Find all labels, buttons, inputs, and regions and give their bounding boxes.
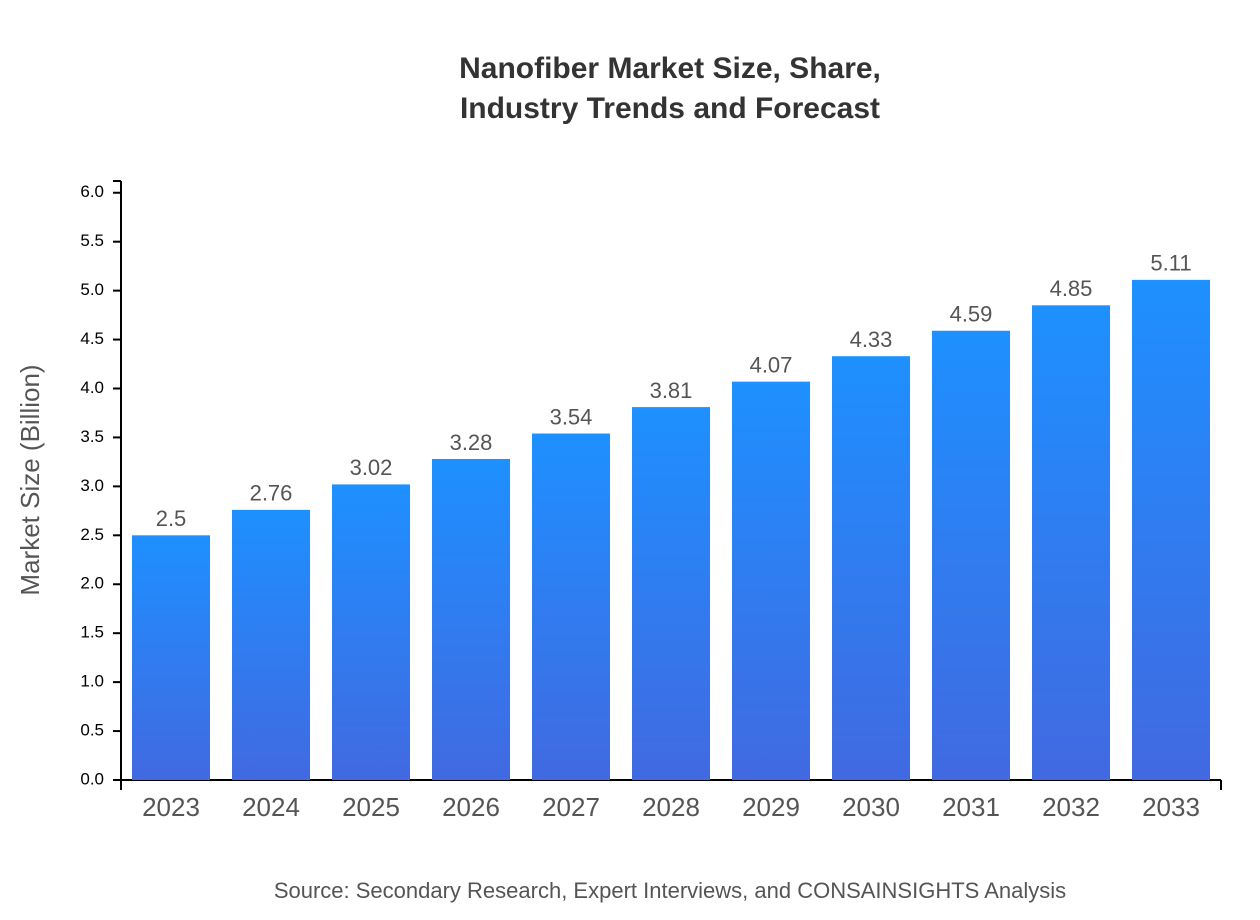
y-tick-label: 2.5 [80,525,104,544]
x-tick-label: 2030 [842,792,900,822]
y-axis-label: Market Size (Billion) [15,364,45,595]
y-tick-label: 4.5 [80,329,104,348]
y-tick-label: 3.5 [80,427,104,446]
x-tick-label: 2027 [542,792,600,822]
y-tick-label: 5.5 [80,231,104,250]
value-label: 3.28 [450,430,493,455]
x-tick-label: 2032 [1042,792,1100,822]
bar [632,407,710,780]
y-tick-label: 0.0 [80,769,104,788]
bar [1032,305,1110,780]
y-tick-label: 0.5 [80,721,104,740]
bar [732,381,810,780]
source-note: Source: Secondary Research, Expert Inter… [274,878,1066,903]
y-tick-label: 4.0 [80,378,104,397]
x-tick-label: 2033 [1142,792,1200,822]
value-label: 5.11 [1150,251,1191,276]
x-tick-label: 2026 [442,792,500,822]
bar [232,509,310,780]
y-tick-label: 1.5 [80,623,104,642]
y-tick-label: 6.0 [80,182,104,201]
bar [1132,279,1210,780]
bar [532,433,610,780]
value-label: 3.02 [350,455,393,480]
value-label: 4.33 [850,327,893,352]
value-label: 2.5 [156,506,187,531]
y-tick-label: 1.0 [80,672,104,691]
x-tick-label: 2028 [642,792,700,822]
x-tick-label: 2025 [342,792,400,822]
x-tick-label: 2029 [742,792,800,822]
value-label: 3.81 [650,378,693,403]
bar [432,458,510,780]
x-tick-label: 2024 [242,792,300,822]
bar [932,330,1010,780]
chart-title: Nanofiber Market Size, Share, [459,52,881,85]
y-tick-label: 5.0 [80,280,104,299]
bar [332,484,410,780]
x-tick-label: 2031 [942,792,1000,822]
value-label: 3.54 [550,404,593,429]
y-tick-label: 2.0 [80,574,104,593]
bar [832,356,910,780]
value-label: 4.85 [1050,276,1093,301]
chart-title: Industry Trends and Forecast [460,92,880,125]
bar [132,535,210,780]
y-tick-label: 3.0 [80,476,104,495]
value-label: 4.59 [950,302,993,327]
value-label: 2.76 [250,481,293,506]
value-label: 4.07 [750,352,793,377]
x-tick-label: 2023 [142,792,200,822]
